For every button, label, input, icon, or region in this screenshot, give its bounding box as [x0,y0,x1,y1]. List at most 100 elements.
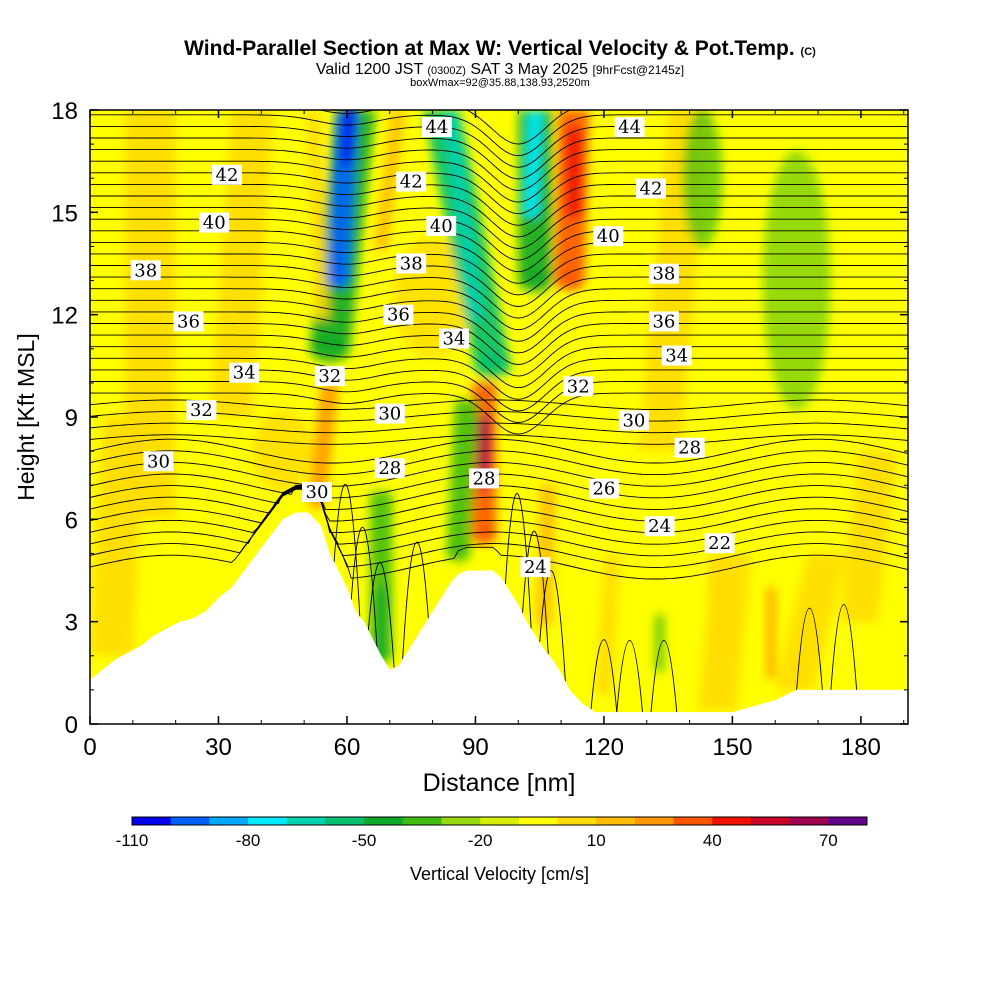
theta-contour-label-text: 34 [665,346,688,367]
theta-contour-label: 28 [469,468,499,489]
theta-contour-label-text: 34 [233,363,256,384]
y-tick-label: 15 [51,200,78,227]
theta-contour-label-text: 36 [387,305,410,326]
colorbar-swatch [248,817,288,825]
colorbar-swatch [557,817,597,825]
theta-contour-label-text: 42 [400,172,423,193]
x-tick-label: 60 [334,734,361,761]
theta-contour-label-text: 38 [134,260,157,281]
theta-contour-label-text: 22 [708,533,731,554]
colorbar-tick-label: 70 [819,831,838,850]
colorbar-swatch [750,817,791,825]
theta-contour-label-text: 32 [190,400,213,421]
theta-contour-label-text: 40 [430,216,453,237]
colorbar-tick-label: 40 [703,831,722,850]
theta-contour-label-text: 38 [652,264,675,285]
theta-contour-label: 40 [426,216,457,237]
theta-contour-label: 44 [614,117,645,138]
theta-contour-label-text: 40 [597,226,620,247]
colorbar-swatch [596,817,636,825]
x-tick-label: 120 [584,734,624,761]
theta-contour-label-text: 30 [147,451,170,472]
theta-contour-label: 28 [674,437,705,459]
colorbar-swatch [441,817,481,825]
theta-contour-label: 32 [186,400,217,421]
colorbar-swatch [789,817,829,825]
theta-contour-label-text: 42 [216,165,239,186]
theta-contour-label-text: 44 [618,117,641,138]
x-tick-label: 180 [841,734,881,761]
theta-contour-label: 38 [396,253,427,275]
colorbar-swatch [673,817,713,825]
y-tick-label: 0 [65,712,78,739]
colorbar-swatch [325,817,365,825]
theta-contour-label: 32 [563,376,594,397]
theta-contour-label: 30 [618,410,649,431]
theta-contour-label-text: 28 [473,468,496,489]
colorbar-tick-label: -110 [116,831,149,850]
colorbar-swatch [634,817,675,825]
y-tick-label: 12 [51,303,78,330]
colorbar-tick-label: -20 [468,831,493,850]
theta-contour-label-text: 28 [378,458,401,479]
theta-contour-label: 28 [374,458,405,479]
theta-contour-labels: 22 24 24 26 28 28 28 30 30 30 30 32 32 32 34 34 34 36 36 36… [130,117,735,578]
theta-contour-label: 40 [199,212,230,234]
theta-contour-label-text: 30 [306,482,329,503]
theta-contour-label-text: 30 [622,410,645,431]
x-tick-label: 150 [712,734,752,761]
theta-contour-label: 36 [173,311,204,333]
theta-contour-label: 36 [648,311,679,333]
theta-contour-label: 44 [421,117,452,138]
terrain-mask [90,512,908,724]
theta-contour-label: 34 [229,362,260,384]
theta-contour-label: 34 [661,345,692,367]
colorbar-swatch [364,817,404,825]
colorbar: -110 -80 -50 -20 10 40 70 Vertical Velocity [cm… [116,816,868,884]
colorbar-swatch [402,817,442,825]
theta-contour-label-text: 24 [524,557,547,578]
theta-contour-label: 24 [644,516,675,537]
colorbar-label: Vertical Velocity [cm/s] [410,864,589,884]
colorbar-tick-label: -80 [236,831,261,850]
x-tick-label: 90 [462,734,489,761]
theta-contour-label: 42 [636,178,666,200]
y-tick-label: 6 [65,507,78,534]
theta-contour-label: 22 [704,533,735,554]
y-tick-label: 18 [51,98,78,125]
theta-contour-label: 34 [439,328,469,350]
colorbar-swatch [286,817,326,825]
theta-contour-label: 42 [396,171,427,193]
theta-contour-label: 36 [383,304,414,326]
x-tick-label: 0 [83,734,96,761]
colorbar-swatch [209,817,249,825]
theta-contour-label-text: 36 [652,312,675,333]
theta-contour-label: 26 [588,478,619,500]
theta-contour-label: 30 [143,451,174,472]
x-axis-label: Distance [nm] [423,769,576,797]
theta-contour-label-text: 32 [567,376,590,397]
colorbar-swatch [170,817,210,825]
theta-contour-label-text: 44 [425,117,448,138]
theta-contour-label-text: 38 [400,254,423,275]
theta-contour-label: 38 [648,263,679,285]
theta-contour-label: 30 [374,403,405,425]
colorbar-swatch [712,817,752,825]
colorbar-swatch [132,817,172,825]
theta-contour-label-text: 36 [177,312,200,333]
x-tick-label: 30 [205,734,232,761]
y-tick-label: 9 [65,405,78,432]
theta-contour-label: 30 [302,482,332,503]
theta-contour-label-text: 40 [203,213,226,234]
theta-contour-label-text: 28 [678,438,701,459]
theta-contour-label-text: 30 [378,404,401,425]
colorbar-swatch [828,817,868,825]
y-tick-label: 3 [65,610,78,637]
colorbar-tick-label: -50 [352,831,377,850]
colorbar-swatch [480,817,520,825]
theta-contour-label-text: 24 [648,516,671,537]
colorbar-swatch [518,817,559,825]
